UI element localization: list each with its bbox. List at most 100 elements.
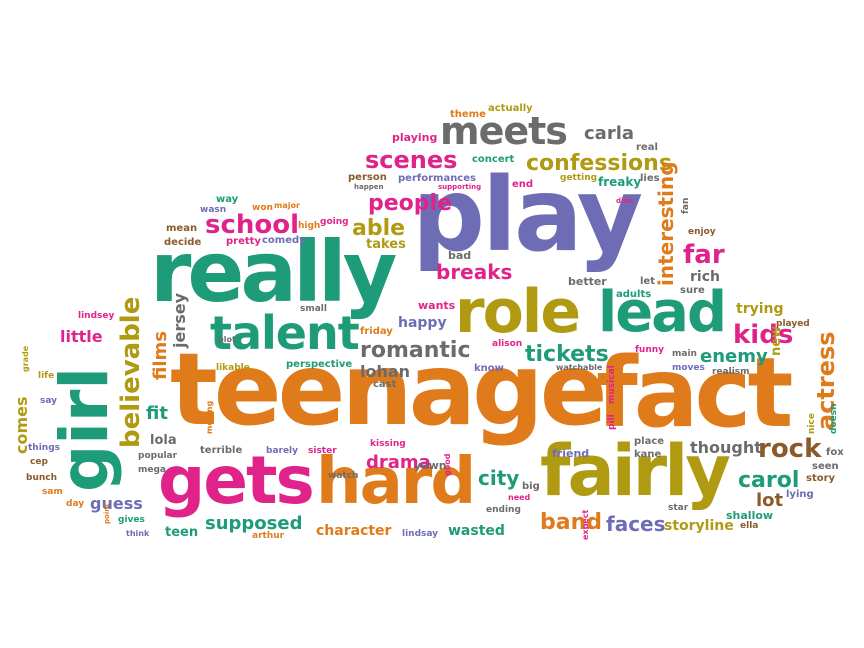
word-kane: kane <box>634 449 662 460</box>
word-pretty: pretty <box>226 236 261 247</box>
word-freaky: freaky <box>598 175 642 189</box>
word-friend: friend <box>552 447 590 460</box>
word-gets: gets <box>158 442 315 519</box>
word-fit: fit <box>146 403 168 424</box>
word-wasted: wasted <box>448 523 505 539</box>
word-know: know <box>474 363 504 374</box>
word-need: need <box>508 493 531 502</box>
word-musical: musical <box>607 365 617 404</box>
word-school: school <box>205 210 300 240</box>
word-new: new <box>769 325 784 356</box>
word-say: say <box>40 396 58 406</box>
word-adults: adults <box>616 289 652 300</box>
word-getting: getting <box>560 173 598 183</box>
word-shallow: shallow <box>726 509 774 522</box>
word-pill: pill <box>607 414 617 430</box>
word-lola: lola <box>150 433 177 448</box>
word-small: small <box>300 304 327 314</box>
word-hard: hard <box>316 445 476 519</box>
word-point: point <box>103 503 111 524</box>
word-enemy: enemy <box>700 346 768 367</box>
word-going: going <box>320 217 349 227</box>
word-happy: happy <box>398 315 447 331</box>
word-likable: likable <box>216 363 250 373</box>
word-supposed: supposed <box>205 513 303 534</box>
word-happen: happen <box>354 183 384 191</box>
word-sam: sam <box>42 487 63 497</box>
word-major: major <box>274 201 300 210</box>
word-rock: rock <box>758 434 822 464</box>
word-sister: sister <box>308 446 337 456</box>
word-seen: seen <box>812 461 839 472</box>
word-lot: lot <box>756 490 784 511</box>
word-rich: rich <box>690 269 720 285</box>
word-supporting: supporting <box>438 183 482 191</box>
word-watchable: watchable <box>556 363 603 372</box>
word-tickets: tickets <box>525 342 609 367</box>
word-mean: mean <box>166 223 198 234</box>
word-watch: watch <box>328 471 359 481</box>
word-kissing: kissing <box>370 439 406 449</box>
word-moving: moving <box>205 400 214 434</box>
word-role: role <box>455 277 581 347</box>
word-let: let <box>640 276 655 287</box>
word-barely: barely <box>266 446 299 456</box>
word-place: place <box>634 436 665 447</box>
word-fact: fact <box>596 337 793 449</box>
word-carla: carla <box>584 123 635 144</box>
word-decide: decide <box>164 237 202 248</box>
word-gives: gives <box>118 515 145 525</box>
word-character: character <box>316 523 392 539</box>
word-popular: popular <box>138 451 178 461</box>
word-bad: bad <box>448 249 472 262</box>
word-playing: playing <box>392 131 438 144</box>
word-lohan: lohan <box>360 362 411 381</box>
word-talent: talent <box>210 306 360 360</box>
word-teen: teen <box>165 525 199 540</box>
word-day: day <box>66 499 85 509</box>
word-lead: lead <box>598 280 727 345</box>
word-moves: moves <box>672 363 705 373</box>
word-theme: theme <box>450 109 486 120</box>
word-friday: friday <box>360 326 393 337</box>
word-story: story <box>806 473 836 484</box>
word-terrible: terrible <box>200 445 243 456</box>
word-played: played <box>776 319 810 329</box>
word-lies: lies <box>640 173 660 184</box>
word-main: main <box>672 349 697 359</box>
word-yawn: yawn <box>414 459 447 472</box>
word-guess: guess <box>90 494 143 513</box>
word-arthur: arthur <box>252 531 285 541</box>
word-wants: wants <box>418 299 456 312</box>
word-drama: drama <box>366 452 431 473</box>
word-jersey: jersey <box>170 292 189 348</box>
word-trying: trying <box>736 301 784 317</box>
word-films: films <box>150 331 171 380</box>
word-lindsey: lindsey <box>78 311 115 321</box>
word-alison: alison <box>492 339 523 349</box>
word-good: good <box>443 453 452 476</box>
word-high: high <box>298 221 321 231</box>
word-way: way <box>216 194 239 205</box>
word-girl: girl <box>46 366 123 492</box>
word-person: person <box>348 172 387 183</box>
word-lying: lying <box>786 489 814 500</box>
word-fox: fox <box>826 447 844 458</box>
word-ending: ending <box>486 505 521 515</box>
word-bunch: bunch <box>26 473 57 483</box>
word-wasn: wasn <box>200 205 227 215</box>
word-comedy: comedy <box>262 235 306 246</box>
word-life: life <box>38 371 55 381</box>
word-breaks: breaks <box>436 260 513 284</box>
word-better: better <box>568 275 607 288</box>
word-takes: takes <box>366 237 406 252</box>
word-romantic: romantic <box>360 338 471 363</box>
word-faces: faces <box>606 512 666 536</box>
word-funny: funny <box>635 345 665 355</box>
word-lindsay: lindsay <box>402 529 439 539</box>
word-really: really <box>150 223 397 321</box>
word-little: little <box>60 327 103 346</box>
word-things: things <box>28 443 61 453</box>
word-scenes: scenes <box>365 146 458 174</box>
